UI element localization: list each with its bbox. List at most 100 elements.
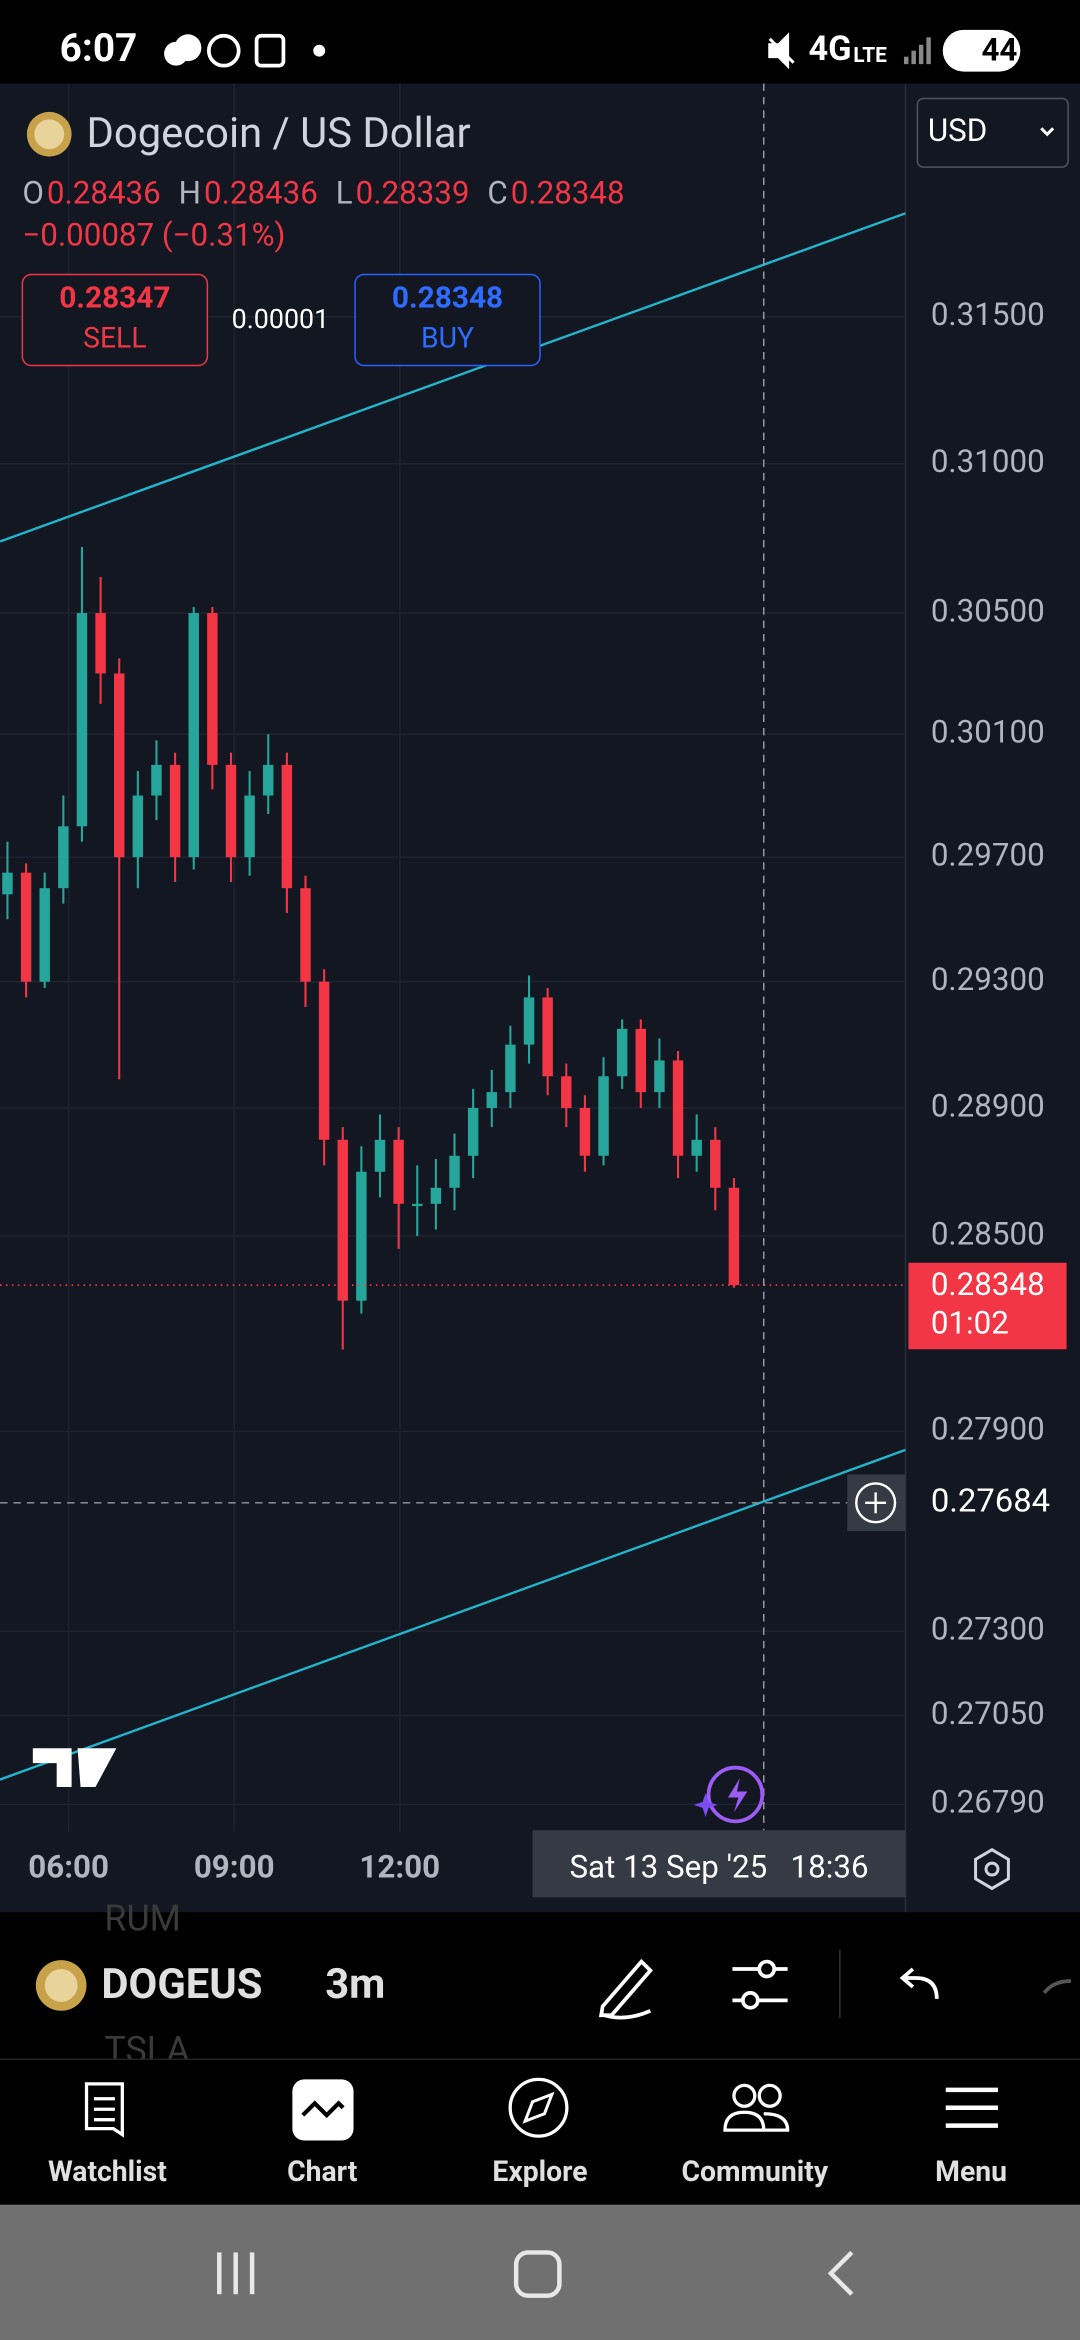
candle-body bbox=[300, 888, 311, 982]
nav-label[interactable]: Community bbox=[681, 2155, 828, 2188]
candle-body bbox=[95, 613, 106, 674]
ohlc-value: 0.28436 bbox=[204, 175, 318, 212]
candle-body bbox=[188, 613, 199, 858]
candle-body bbox=[337, 1139, 348, 1301]
currency-button[interactable] bbox=[916, 97, 1069, 168]
candle-body bbox=[318, 981, 330, 1140]
price-tick-label: 0.28500 bbox=[931, 1215, 1045, 1252]
price-tick-label: 0.29300 bbox=[931, 961, 1045, 998]
signal bbox=[903, 37, 931, 65]
watchlist-icon[interactable] bbox=[84, 2082, 124, 2138]
candle-body bbox=[691, 1139, 702, 1156]
toolbar-coin-inner bbox=[44, 1969, 78, 2002]
crosshair-time-box bbox=[532, 1830, 906, 1898]
settings-icon[interactable] bbox=[974, 1847, 1010, 1891]
candle-body bbox=[356, 1171, 367, 1301]
candle-body bbox=[76, 613, 88, 827]
nav-labels: Watchlist Chart Explore Community Menu bbox=[48, 2155, 1007, 2188]
crosshair-price-box bbox=[908, 1471, 1080, 1532]
nav-label[interactable]: Chart bbox=[287, 2155, 358, 2188]
candles bbox=[2, 547, 740, 1350]
symbol-title[interactable]: Dogecoin / US Dollar bbox=[87, 109, 471, 158]
nav-label[interactable]: Explore bbox=[492, 2155, 587, 2188]
assistant-icon[interactable] bbox=[706, 1765, 765, 1824]
buy-price: 0.28348 bbox=[392, 281, 503, 316]
candle-body bbox=[151, 764, 162, 796]
indicators-icon[interactable] bbox=[732, 1959, 788, 2010]
candle-body bbox=[263, 764, 274, 796]
last-price-box bbox=[908, 1262, 1067, 1350]
system-buttons[interactable] bbox=[217, 2250, 854, 2298]
menu-icon[interactable] bbox=[945, 2087, 998, 2128]
price-tick-label: 0.28900 bbox=[931, 1087, 1045, 1124]
channel-lower bbox=[0, 1448, 906, 1781]
status-icons bbox=[164, 32, 795, 70]
crosshair-add[interactable] bbox=[855, 1482, 897, 1524]
candle-body bbox=[374, 1139, 386, 1172]
community-icon[interactable] bbox=[723, 2083, 790, 2132]
candle-body bbox=[132, 795, 144, 858]
explore-needle bbox=[522, 2091, 555, 2124]
price-tick-label: 0.26790 bbox=[931, 1784, 1045, 1821]
candle-body bbox=[635, 1028, 647, 1093]
change: −0.00087 (−0.31%) bbox=[22, 216, 285, 253]
candle-body bbox=[169, 764, 181, 858]
ohlc: O 0.28436 H 0.28436 L 0.28339 C 0.28348 bbox=[22, 175, 624, 212]
sparkle bbox=[693, 1793, 718, 1817]
undo-icon[interactable] bbox=[899, 1967, 939, 1999]
spread: 0.00001 bbox=[232, 303, 330, 335]
system-nav bbox=[0, 2204, 1080, 2340]
candle-body bbox=[412, 1203, 423, 1207]
price-tick-label: 0.30500 bbox=[931, 592, 1045, 629]
tv-logo bbox=[32, 1748, 117, 1788]
nav-label[interactable]: Menu bbox=[935, 2155, 1007, 2188]
price-tick-label: 0.27900 bbox=[931, 1411, 1045, 1448]
candle-body bbox=[710, 1139, 721, 1188]
channel-upper bbox=[0, 212, 906, 543]
countdown: 01:02 bbox=[931, 1305, 1009, 1342]
clock: 6:07 bbox=[60, 26, 138, 71]
sell-price: 0.28347 bbox=[59, 281, 170, 316]
time-tick-label: 12:00 bbox=[359, 1848, 440, 1885]
candle-body bbox=[430, 1187, 442, 1204]
redo-icon[interactable] bbox=[1042, 1979, 1072, 1995]
candle-body bbox=[654, 1060, 665, 1093]
candle-body bbox=[207, 613, 218, 765]
price-tick-label: 0.30100 bbox=[931, 714, 1045, 751]
chart-icon-line bbox=[301, 2100, 345, 2119]
candle-body bbox=[449, 1155, 460, 1188]
crosshair-plus bbox=[865, 1492, 887, 1514]
ohlc-value: 0.28339 bbox=[356, 175, 470, 212]
draw-icon[interactable] bbox=[598, 1958, 653, 2020]
candle-body bbox=[281, 764, 293, 889]
ohlc-key: O bbox=[22, 175, 44, 212]
nav-label[interactable]: Watchlist bbox=[48, 2155, 167, 2188]
toolbar-interval[interactable]: 3m bbox=[325, 1960, 385, 2009]
explore-icon[interactable] bbox=[508, 2077, 569, 2138]
ohlc-value: 0.28436 bbox=[47, 175, 161, 212]
candle-body bbox=[579, 1107, 591, 1156]
candle-body bbox=[598, 1076, 609, 1156]
candle-body bbox=[542, 997, 553, 1077]
price-tick-label: 0.31000 bbox=[931, 443, 1045, 480]
ohlc-key: C bbox=[487, 175, 507, 212]
network-sub: LTE bbox=[853, 44, 887, 68]
candle-body bbox=[672, 1060, 684, 1156]
sell-button[interactable] bbox=[21, 273, 209, 367]
candle-body bbox=[114, 673, 125, 858]
time-axis: 06:00 09:00 12:00 bbox=[28, 1848, 440, 1885]
nav-bar bbox=[0, 2058, 1080, 2205]
coin-icon-inner bbox=[34, 119, 65, 150]
battery-level: 44 bbox=[981, 31, 1017, 68]
network: 4G bbox=[809, 29, 852, 69]
last-price-label: 0.28348 bbox=[931, 1266, 1045, 1303]
buy-button[interactable] bbox=[354, 273, 541, 367]
time-tick-label: 06:00 bbox=[28, 1848, 109, 1885]
toolbar-symbol[interactable]: DOGEUS bbox=[101, 1960, 262, 2009]
bolt bbox=[727, 1778, 748, 1813]
candle-body bbox=[2, 872, 13, 895]
status-bar bbox=[0, 0, 1080, 84]
chevron bbox=[1040, 127, 1055, 137]
